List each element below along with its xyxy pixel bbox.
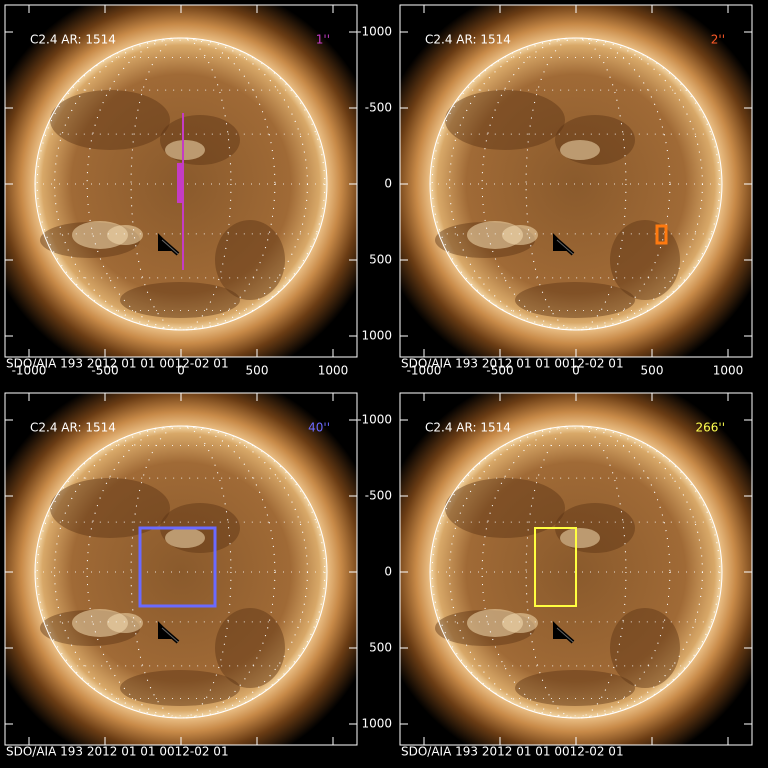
bright-region <box>502 225 538 245</box>
footer-label: SDO/AIA 193 2012 01 01 0012-02 01 <box>401 357 624 371</box>
arrow-outline <box>161 627 179 643</box>
y-tick-label: -1000 <box>357 25 392 39</box>
y-tick-label: -500 <box>365 101 392 115</box>
panel: -1000 -500 0 500 1000 C2.4 AR: 1514 1'' SDO/AIA… <box>4 4 358 378</box>
limb <box>34 37 328 331</box>
region <box>215 220 285 300</box>
region <box>515 670 635 706</box>
y-tick-label: 1000 <box>361 329 392 343</box>
arrow <box>158 233 180 256</box>
bright-region <box>107 613 143 633</box>
region <box>610 220 680 300</box>
longitude <box>525 425 627 719</box>
longitude <box>481 425 671 719</box>
longitude <box>130 425 232 719</box>
longitude <box>54 37 308 331</box>
scale-label: 266'' <box>695 421 725 435</box>
arrow <box>553 621 575 644</box>
arrow <box>158 621 180 644</box>
scale-label: 2'' <box>711 33 725 47</box>
marker-box <box>177 163 183 203</box>
longitude <box>431 425 721 719</box>
bright-region <box>560 140 600 160</box>
region <box>215 608 285 688</box>
region <box>610 608 680 688</box>
longitude <box>449 425 703 719</box>
arrow-outline <box>556 239 574 255</box>
bright-region <box>165 528 205 548</box>
footer-label: SDO/AIA 193 2012 01 01 0012-02 01 <box>6 357 229 371</box>
event-label: C2.4 AR: 1514 <box>425 421 511 435</box>
panel: 1000 500 0 -500 -1000 C2.4 AR: 1514 266'' SDO/A… <box>357 392 753 759</box>
longitude <box>36 37 326 331</box>
arrow-outline <box>161 239 179 255</box>
y-tick-label: 500 <box>369 253 392 267</box>
y-tick-label: -1000 <box>357 413 392 427</box>
y-tick-label: 1000 <box>361 717 392 731</box>
region <box>50 90 170 150</box>
y-tick-label: 0 <box>384 565 392 579</box>
region <box>120 670 240 706</box>
longitude <box>130 37 232 331</box>
bright-region <box>107 225 143 245</box>
x-tick-label: 1000 <box>713 364 744 378</box>
x-tick-label: 500 <box>641 364 664 378</box>
arrow-outline <box>556 627 574 643</box>
event-label: C2.4 AR: 1514 <box>30 421 116 435</box>
footer-label: SDO/AIA 193 2012 01 01 0012-02 01 <box>401 745 624 759</box>
x-tick-label: 1000 <box>318 364 349 378</box>
panel: -1000 1000 -500 500 0 0 500 -500 1000 -1000 C2.4 A… <box>357 4 753 378</box>
limb <box>429 37 723 331</box>
marker-box <box>655 224 668 245</box>
scale-label: 40'' <box>308 421 330 435</box>
scale-label: 1'' <box>316 33 330 47</box>
x-tick-label: 500 <box>246 364 269 378</box>
bright-region <box>165 140 205 160</box>
panel: C2.4 AR: 1514 40'' SDO/AIA 193 2012 01 01 … <box>4 392 358 759</box>
region <box>445 478 565 538</box>
limb <box>429 425 723 719</box>
longitude <box>54 425 308 719</box>
x-tick-label: -1000 <box>12 364 47 378</box>
sun-image <box>5 393 357 745</box>
x-tick-label: -500 <box>486 364 513 378</box>
region <box>515 282 635 318</box>
x-tick-label: -1000 <box>407 364 442 378</box>
longitude <box>86 425 276 719</box>
event-label: C2.4 AR: 1514 <box>30 33 116 47</box>
event-label: C2.4 AR: 1514 <box>425 33 511 47</box>
region <box>120 282 240 318</box>
bright-region <box>560 528 600 548</box>
arrow <box>553 233 575 256</box>
longitude <box>481 37 671 331</box>
x-tick-label: 0 <box>177 364 185 378</box>
disk <box>430 38 722 330</box>
limb <box>34 425 328 719</box>
y-tick-label: 0 <box>384 177 392 191</box>
longitude <box>86 37 276 331</box>
marker-box <box>534 527 577 607</box>
longitude <box>36 425 326 719</box>
y-tick-label: 500 <box>369 641 392 655</box>
x-tick-label: -500 <box>91 364 118 378</box>
footer-label: SDO/AIA 193 2012 01 01 0012-02 01 <box>6 745 229 759</box>
bright-region <box>502 613 538 633</box>
region <box>50 478 170 538</box>
marker-box <box>138 526 217 608</box>
region <box>445 90 565 150</box>
longitude <box>431 37 721 331</box>
sun-image <box>400 5 752 357</box>
disk <box>35 426 327 718</box>
x-tick-label: 0 <box>572 364 580 378</box>
y-tick-label: -500 <box>365 489 392 503</box>
longitude <box>449 37 703 331</box>
sun-image <box>400 393 752 745</box>
longitude <box>525 37 627 331</box>
